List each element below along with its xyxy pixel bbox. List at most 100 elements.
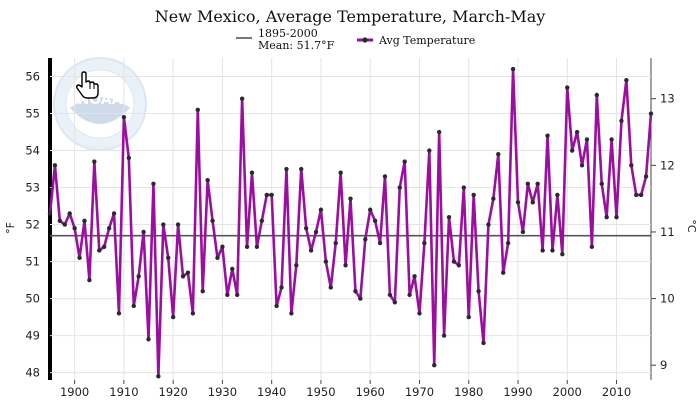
data-point[interactable] [313, 229, 319, 235]
data-point[interactable] [451, 259, 457, 264]
data-point[interactable] [574, 129, 580, 135]
data-point[interactable] [121, 115, 127, 120]
data-point[interactable] [348, 196, 353, 201]
data-point[interactable] [136, 274, 141, 279]
hand-cursor-icon[interactable] [75, 71, 99, 99]
data-point[interactable] [190, 311, 196, 316]
data-point[interactable] [441, 333, 447, 338]
data-point[interactable] [259, 218, 265, 224]
data-point[interactable] [318, 207, 324, 212]
data-point[interactable] [525, 181, 531, 187]
data-point[interactable] [358, 296, 363, 301]
data-point[interactable] [614, 214, 619, 220]
data-point[interactable] [545, 133, 550, 138]
data-point[interactable] [417, 311, 422, 316]
data-point[interactable] [323, 259, 329, 264]
data-point[interactable] [471, 192, 476, 198]
data-point[interactable] [166, 255, 171, 261]
data-point[interactable] [456, 263, 462, 268]
data-point[interactable] [87, 277, 92, 283]
data-point[interactable] [446, 214, 452, 220]
data-point[interactable] [299, 166, 304, 172]
data-point[interactable] [146, 337, 151, 342]
data-point[interactable] [382, 174, 388, 179]
data-point[interactable] [161, 222, 166, 227]
data-point[interactable] [372, 218, 378, 224]
data-point[interactable] [175, 222, 181, 227]
data-point[interactable] [308, 248, 314, 253]
data-point[interactable] [505, 240, 511, 246]
data-point[interactable] [180, 274, 186, 279]
data-point[interactable] [284, 166, 289, 172]
data-point[interactable] [387, 292, 393, 298]
data-point[interactable] [427, 148, 432, 153]
data-point[interactable] [220, 244, 225, 249]
data-point[interactable] [363, 237, 368, 242]
data-point[interactable] [279, 285, 284, 290]
data-point[interactable] [594, 92, 600, 98]
data-point[interactable] [170, 314, 176, 320]
data-point[interactable] [72, 226, 77, 231]
data-point[interactable] [535, 181, 540, 187]
data-point[interactable] [377, 240, 383, 246]
data-point[interactable] [609, 137, 614, 142]
data-point[interactable] [402, 159, 407, 164]
data-point[interactable] [550, 248, 555, 253]
data-point[interactable] [230, 266, 235, 272]
data-point[interactable] [294, 263, 299, 268]
data-point[interactable] [461, 185, 467, 190]
data-point[interactable] [215, 255, 220, 261]
data-point[interactable] [466, 314, 471, 320]
data-point[interactable] [264, 192, 269, 198]
data-point[interactable] [569, 148, 575, 153]
data-point[interactable] [491, 196, 496, 201]
data-point[interactable] [634, 192, 639, 198]
data-point[interactable] [303, 226, 309, 231]
data-point[interactable] [111, 211, 117, 216]
data-point[interactable] [624, 78, 629, 83]
data-point[interactable] [116, 311, 122, 316]
data-point[interactable] [106, 226, 112, 231]
data-point[interactable] [629, 163, 634, 168]
data-point[interactable] [82, 218, 87, 224]
data-point[interactable] [249, 170, 255, 175]
data-point[interactable] [195, 107, 200, 113]
data-point[interactable] [244, 244, 250, 249]
data-point[interactable] [368, 207, 373, 212]
data-point[interactable] [486, 222, 491, 227]
data-point[interactable] [274, 303, 279, 309]
data-point[interactable] [205, 177, 210, 183]
data-point[interactable] [422, 240, 427, 246]
data-point[interactable] [225, 292, 230, 298]
data-point[interactable] [530, 200, 535, 205]
data-point[interactable] [353, 288, 358, 294]
data-point[interactable] [126, 155, 132, 161]
data-point[interactable] [407, 292, 412, 298]
data-point[interactable] [289, 311, 294, 316]
data-point[interactable] [77, 255, 82, 261]
data-point[interactable] [97, 248, 102, 253]
data-point[interactable] [210, 218, 215, 224]
data-point[interactable] [579, 163, 585, 168]
data-point[interactable] [515, 200, 521, 205]
data-point[interactable] [397, 185, 402, 190]
data-point[interactable] [520, 229, 526, 235]
data-point[interactable] [501, 270, 506, 275]
data-point[interactable] [254, 244, 260, 249]
data-point[interactable] [584, 137, 590, 142]
data-point[interactable] [436, 129, 442, 135]
data-point[interactable] [239, 96, 245, 101]
data-point[interactable] [604, 214, 609, 220]
data-point[interactable] [156, 374, 161, 379]
data-point[interactable] [47, 211, 53, 216]
data-point[interactable] [200, 288, 205, 294]
data-point[interactable] [476, 288, 481, 294]
data-point[interactable] [57, 218, 63, 224]
data-point[interactable] [151, 181, 156, 187]
data-point[interactable] [234, 292, 240, 298]
data-point[interactable] [638, 192, 644, 198]
data-point[interactable] [540, 248, 545, 253]
data-point[interactable] [412, 274, 417, 279]
data-point[interactable] [510, 66, 516, 72]
data-point[interactable] [565, 85, 570, 90]
